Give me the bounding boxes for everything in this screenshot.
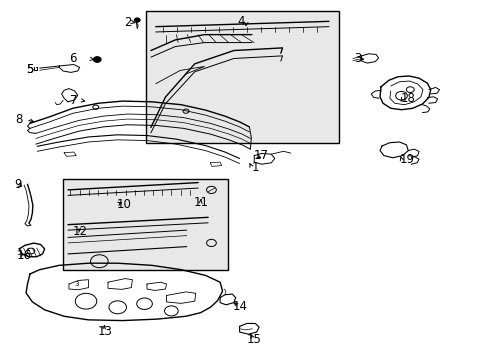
Text: 17: 17 [253, 149, 268, 162]
Text: 19: 19 [399, 153, 414, 166]
Text: 15: 15 [246, 333, 261, 346]
Circle shape [93, 57, 101, 62]
Bar [63, 179, 227, 270]
Circle shape [134, 18, 140, 22]
Text: 5: 5 [26, 63, 34, 76]
Text: 4: 4 [237, 15, 244, 28]
Text: 14: 14 [232, 300, 247, 313]
Text: 2: 2 [123, 16, 131, 29]
Text: 11: 11 [193, 196, 208, 209]
Text: 12: 12 [73, 225, 88, 238]
Text: 5: 5 [26, 63, 34, 76]
Text: 3: 3 [74, 281, 79, 287]
Text: 16: 16 [16, 249, 31, 262]
Text: 18: 18 [400, 92, 415, 105]
Text: 7: 7 [70, 94, 78, 107]
Text: 8: 8 [15, 113, 22, 126]
Text: 3: 3 [353, 52, 361, 65]
Text: 1: 1 [251, 161, 259, 174]
Text: 13: 13 [97, 325, 112, 338]
Bar [146, 11, 338, 143]
Text: 6: 6 [69, 52, 76, 65]
Text: 10: 10 [117, 198, 131, 211]
Text: 9: 9 [14, 178, 22, 191]
